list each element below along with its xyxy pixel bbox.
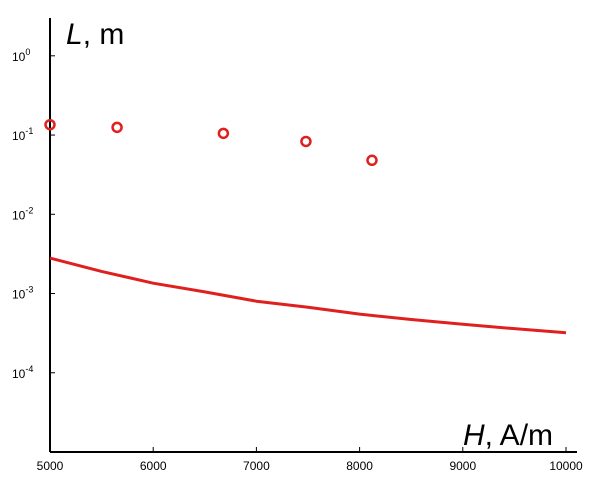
y-tick-label: 10-3 [12, 285, 33, 302]
data-point [217, 127, 230, 140]
series-line-group [49, 256, 567, 335]
y-tick-base: 10 [12, 50, 26, 64]
y-tick-base: 10 [12, 367, 26, 381]
y-tick-base: 10 [12, 129, 26, 143]
y-tick-exponent: -4 [25, 364, 33, 374]
x-axis-label: H, A/m [463, 419, 553, 452]
x-ticks: 5000 6000 7000 8000 9000 10000 [37, 447, 583, 473]
axes [49, 18, 577, 453]
x-tick-label: 10000 [549, 459, 583, 473]
data-point [111, 121, 123, 134]
y-tick-exponent: 0 [25, 47, 30, 57]
x-tick-label: 7000 [243, 459, 270, 473]
y-axis-label-unit: , m [83, 18, 125, 51]
data-point [44, 118, 56, 131]
y-axis-label-var: L [66, 18, 83, 51]
series-line [49, 256, 567, 335]
y-tick-label: 10-1 [12, 126, 33, 143]
y-axis-label: L, m [66, 18, 124, 51]
x-tick-label: 5000 [37, 459, 64, 473]
x-tick-label: 8000 [346, 459, 373, 473]
data-point [366, 154, 378, 167]
y-tick-label: 10-2 [12, 205, 33, 222]
y-tick-base: 10 [12, 208, 26, 222]
x-axis-label-var: H [463, 419, 485, 452]
y-tick-label: 10-4 [12, 364, 33, 381]
data-point [300, 135, 312, 148]
y-tick-base: 10 [12, 288, 26, 302]
y-tick-exponent: -2 [25, 205, 33, 215]
y-tick-exponent: -1 [25, 126, 33, 136]
series-points-group [44, 118, 378, 167]
y-tick-label: 100 [12, 47, 30, 64]
y-tick-exponent: -3 [25, 285, 33, 295]
x-tick-label: 9000 [449, 459, 476, 473]
x-tick-label: 6000 [140, 459, 167, 473]
x-axis-label-unit: , A/m [485, 419, 553, 452]
